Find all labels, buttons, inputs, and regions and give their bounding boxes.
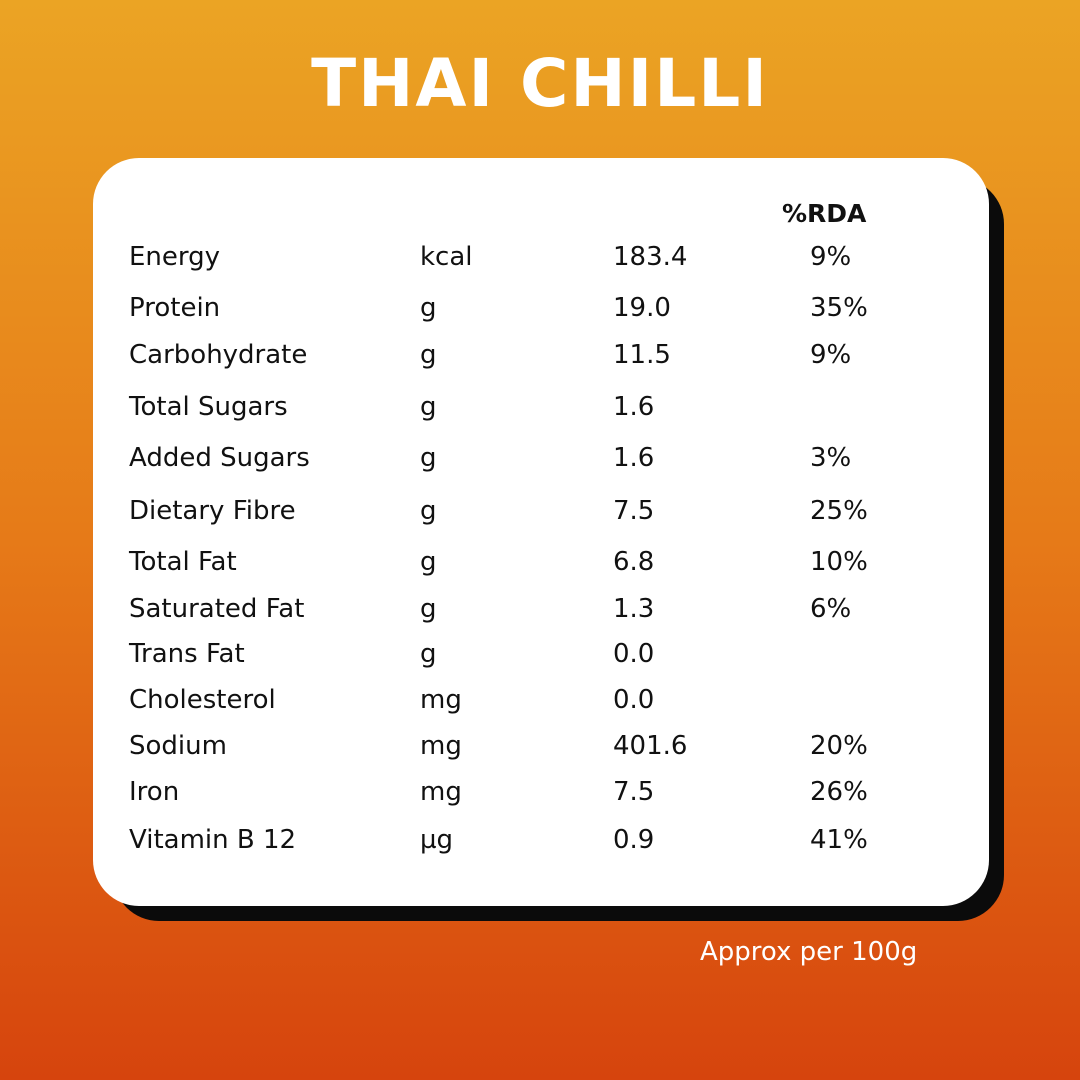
nutrient-rda: 6% [810,594,852,624]
nutrient-value: 183.4 [613,242,688,272]
nutrition-row-carbohydrate: Carbohydrate g 11.5 9% [0,337,1080,373]
nutrient-value: 19.0 [613,293,671,323]
nutrient-rda: 9% [810,340,852,370]
nutrition-row-saturated-fat: Saturated Fat g 1.3 6% [0,591,1080,627]
nutrient-unit: g [420,547,437,577]
nutrition-row-protein: Protein g 19.0 35% [0,290,1080,326]
nutrition-card [93,158,989,906]
nutrition-row-energy: Energy kcal 183.4 9% [0,239,1080,275]
nutrient-unit: g [420,293,437,323]
nutrient-name: Dietary Fibre [129,496,296,526]
nutrient-unit: g [420,392,437,422]
nutrient-unit: g [420,340,437,370]
nutrient-rda: 25% [810,496,868,526]
nutrient-name: Iron [129,777,180,807]
nutrient-value: 1.6 [613,392,655,422]
nutrient-value: 11.5 [613,340,671,370]
nutrition-row-sodium: Sodium mg 401.6 20% [0,728,1080,764]
serving-footnote: Approx per 100g [700,937,918,967]
nutrient-unit: g [420,443,437,473]
nutrition-row-total-fat: Total Fat g 6.8 10% [0,544,1080,580]
nutrient-unit: mg [420,777,462,807]
nutrient-value: 0.0 [613,639,655,669]
nutrient-name: Sodium [129,731,227,761]
nutrient-name: Total Fat [129,547,237,577]
nutrient-value: 0.0 [613,685,655,715]
nutrient-name: Carbohydrate [129,340,308,370]
nutrition-row-total-sugars: Total Sugars g 1.6 [0,389,1080,425]
rda-column-header: %RDA [782,199,867,228]
nutrient-rda: 26% [810,777,868,807]
nutrient-rda: 9% [810,242,852,272]
nutrient-name: Trans Fat [129,639,245,669]
nutrient-value: 401.6 [613,731,688,761]
nutrition-row-dietary-fibre: Dietary Fibre g 7.5 25% [0,493,1080,529]
nutrient-value: 0.9 [613,825,655,855]
nutrient-name: Total Sugars [129,392,288,422]
nutrient-unit: µg [420,825,454,855]
nutrient-name: Saturated Fat [129,594,305,624]
nutrient-value: 7.5 [613,777,655,807]
nutrient-unit: g [420,594,437,624]
nutrient-name: Vitamin B 12 [129,825,297,855]
nutrient-value: 1.3 [613,594,655,624]
product-title: THAI CHILLI [311,45,769,122]
nutrient-rda: 35% [810,293,868,323]
nutrition-row-added-sugars: Added Sugars g 1.6 3% [0,440,1080,476]
nutrition-row-trans-fat: Trans Fat g 0.0 [0,636,1080,672]
nutrient-value: 6.8 [613,547,655,577]
nutrient-value: 7.5 [613,496,655,526]
nutrient-rda: 3% [810,443,852,473]
nutrient-rda: 41% [810,825,868,855]
nutrition-row-cholesterol: Cholesterol mg 0.0 [0,682,1080,718]
nutrient-value: 1.6 [613,443,655,473]
nutrient-unit: g [420,639,437,669]
nutrient-name: Protein [129,293,221,323]
nutrient-name: Added Sugars [129,443,310,473]
nutrient-rda: 20% [810,731,868,761]
nutrient-name: Energy [129,242,221,272]
nutrient-unit: kcal [420,242,473,272]
nutrient-rda: 10% [810,547,868,577]
nutrient-unit: mg [420,685,462,715]
nutrient-unit: mg [420,731,462,761]
nutrition-row-vitamin-b12: Vitamin B 12 µg 0.9 41% [0,822,1080,858]
nutrient-name: Cholesterol [129,685,276,715]
nutrition-row-iron: Iron mg 7.5 26% [0,774,1080,810]
nutrient-unit: g [420,496,437,526]
